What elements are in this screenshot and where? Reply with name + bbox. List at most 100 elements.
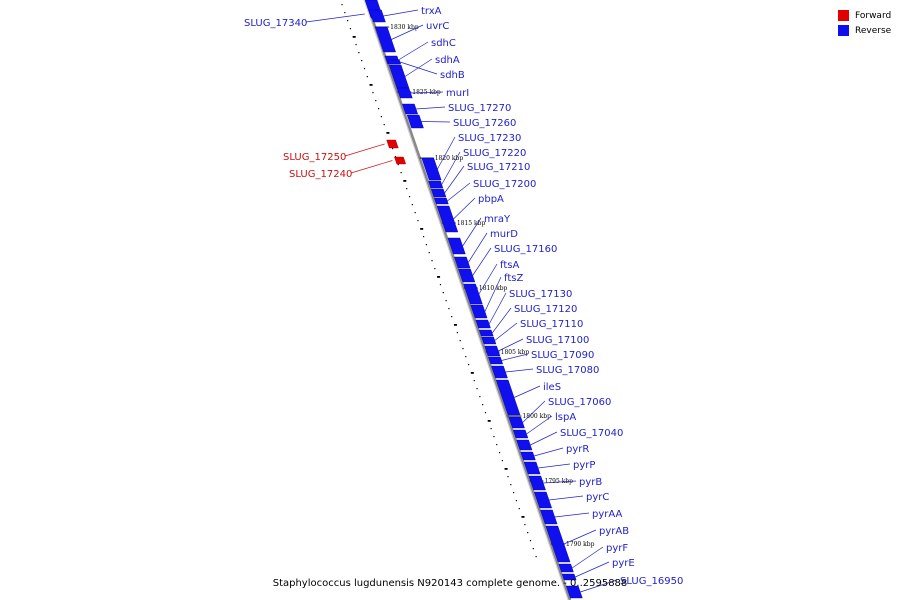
leader-line [462, 217, 482, 247]
gene-label-pyrab[interactable]: pyrAB [599, 526, 629, 537]
gene-block-slug_17040[interactable] [516, 439, 533, 451]
leader-line [391, 24, 424, 40]
gene-block-slug_17160[interactable] [458, 268, 476, 283]
gene-label-pyrr[interactable]: pyrR [566, 444, 589, 455]
gene-block-slug_17270[interactable] [402, 103, 419, 115]
gene-block-uvrc[interactable] [374, 26, 396, 53]
gene-block-slug_17230[interactable] [421, 157, 442, 181]
scale-dot [468, 364, 470, 366]
gene-block-pyrb[interactable] [528, 475, 546, 491]
gene-label-slug_16950[interactable]: SLUG_16950 [620, 576, 683, 587]
gene-block-slug_17090[interactable] [488, 356, 504, 365]
gene-label-trxa[interactable]: trxA [421, 6, 442, 17]
leader-line [453, 197, 476, 220]
gene-label-slug_17130[interactable]: SLUG_17130 [509, 289, 572, 300]
gene-block-slug_17100[interactable] [484, 345, 501, 357]
gene-label-slug_17120[interactable]: SLUG_17120 [514, 304, 577, 315]
gene-label-slug_17250[interactable]: SLUG_17250 [283, 152, 346, 163]
gene-label-pyre[interactable]: pyrE [612, 558, 635, 569]
gene-block-pyre[interactable] [561, 573, 577, 581]
gene-block-lspa[interactable] [512, 429, 529, 439]
gene-block-slug_17120[interactable] [478, 329, 494, 337]
tick-label: 1810 kbp [479, 285, 508, 292]
gene-label-uvrc[interactable]: uvrC [426, 21, 449, 32]
gene-block-slug_17220[interactable] [428, 180, 444, 189]
gene-label-sdhc[interactable]: sdhC [431, 38, 456, 49]
gene-label-iles[interactable]: ileS [543, 382, 561, 393]
gene-label-pyrp[interactable]: pyrP [573, 460, 595, 471]
gene-label-ftsz[interactable]: ftsZ [504, 273, 523, 284]
gene-label-ftsa[interactable]: ftsA [500, 260, 519, 271]
gene-label-slug_17040[interactable]: SLUG_17040 [560, 428, 623, 439]
scale-dot [487, 420, 491, 422]
gene-label-slug_17200[interactable]: SLUG_17200 [473, 179, 536, 190]
gene-label-murd[interactable]: murD [490, 229, 518, 240]
gene-label-mray[interactable]: mraY [484, 214, 511, 225]
gene-block-slug_17060[interactable] [508, 416, 525, 429]
gene-label-slug_17100[interactable]: SLUG_17100 [526, 335, 589, 346]
gene-block-slug_17240[interactable] [394, 156, 407, 165]
scale-dot [363, 68, 366, 70]
gene-block-mray[interactable] [447, 237, 466, 255]
gene-block-slug_16950[interactable] [565, 585, 583, 599]
gene-block-iles[interactable] [495, 379, 521, 416]
gene-label-slug_17080[interactable]: SLUG_17080 [536, 365, 599, 376]
gene-block-pyrr[interactable] [520, 451, 536, 461]
gene-label-pyraa[interactable]: pyrAA [592, 509, 622, 520]
gene-block-muri[interactable] [396, 87, 413, 99]
gene-block-pbpa[interactable] [436, 205, 459, 233]
gene-label-slug_17340[interactable]: SLUG_17340 [244, 18, 307, 29]
gene-block-pyrf[interactable] [558, 563, 574, 573]
gene-label-muri[interactable]: murI [446, 88, 469, 99]
gene-label-slug_17220[interactable]: SLUG_17220 [463, 148, 526, 159]
gene-label-slug_17060[interactable]: SLUG_17060 [548, 397, 611, 408]
gene-label-slug_17110[interactable]: SLUG_17110 [520, 319, 583, 330]
gene-label-pyrc[interactable]: pyrC [586, 492, 609, 503]
gene-block-slug_17210[interactable] [430, 188, 447, 198]
gene-block-pyrab[interactable] [545, 525, 571, 563]
gene-block-trxa[interactable] [369, 9, 386, 23]
gene-block-sdhb[interactable] [387, 59, 402, 65]
leader-line [444, 165, 465, 194]
scale-dot [422, 236, 425, 238]
gene-label-slug_17160[interactable]: SLUG_17160 [494, 244, 557, 255]
gene-label-slug_17270[interactable]: SLUG_17270 [448, 103, 511, 114]
scale-dot [394, 156, 397, 158]
gene-label-slug_17260[interactable]: SLUG_17260 [453, 118, 516, 129]
gene-block-pyraa[interactable] [540, 509, 558, 525]
gene-block-pyrp[interactable] [523, 461, 541, 475]
gene-label-slug_17210[interactable]: SLUG_17210 [467, 162, 530, 173]
gene-label-pyrb[interactable]: pyrB [579, 477, 602, 488]
gene-label-pbpa[interactable]: pbpA [478, 194, 504, 205]
leader-line [416, 106, 446, 110]
gene-block-slug_17130[interactable] [475, 319, 491, 329]
gene-block-ftsa[interactable] [463, 283, 483, 305]
gene-block-murd[interactable] [454, 256, 471, 269]
scale-dot [400, 172, 402, 174]
backbone-line [364, 0, 572, 600]
scale-dot [462, 348, 464, 350]
leader-line [501, 353, 529, 361]
gene-block-slug_17260[interactable] [406, 114, 424, 129]
leader-line [467, 232, 488, 263]
gene-label-sdhb[interactable]: sdhB [440, 70, 465, 81]
gene-block-slug_17080[interactable] [491, 365, 508, 379]
gene-label-lspa[interactable]: lspA [555, 412, 576, 423]
gene-block-slug_17200[interactable] [434, 197, 449, 205]
scale-dot [437, 276, 441, 278]
gene-block-pyrc[interactable] [534, 491, 552, 509]
gene-block-ftsz[interactable] [470, 304, 488, 319]
scale-dot [490, 428, 492, 430]
gene-block-slug_17110[interactable] [481, 336, 497, 345]
gene-label-sdha[interactable]: sdhA [435, 55, 460, 66]
gene-label-pyrf[interactable]: pyrF [606, 543, 628, 554]
gene-label-slug_17240[interactable]: SLUG_17240 [289, 169, 352, 180]
tick-label: 1790 kbp [566, 541, 595, 548]
backbone-shadow [363, 0, 569, 600]
gene-label-slug_17090[interactable]: SLUG_17090 [531, 350, 594, 361]
leader-line [494, 322, 518, 341]
scale-dot [380, 116, 382, 118]
gene-block-slug_17250[interactable] [386, 139, 399, 149]
gene-label-slug_17230[interactable]: SLUG_17230 [458, 133, 521, 144]
